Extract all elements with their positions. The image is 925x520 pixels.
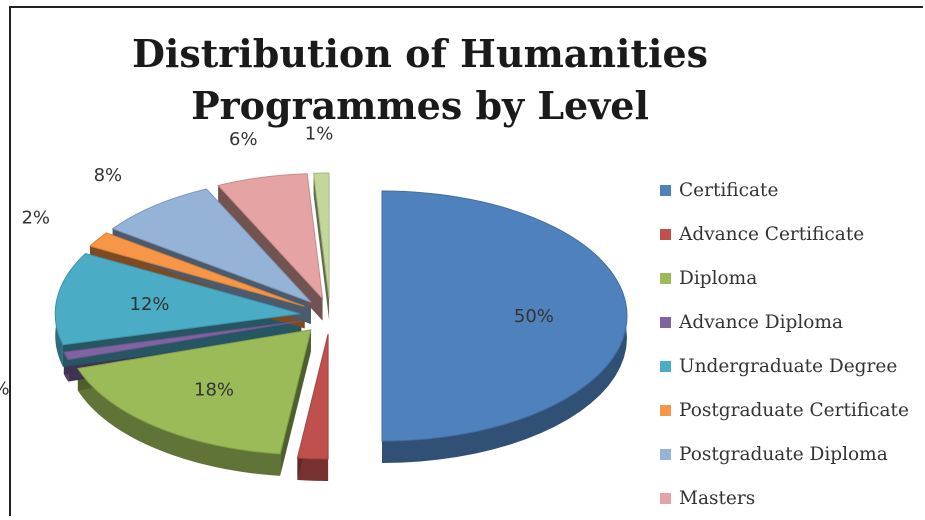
pie-slice-advance-certificate <box>296 333 329 460</box>
chart-title-line-1: Distribution of Humanities <box>131 31 709 76</box>
pie-slice-certificate <box>381 190 628 442</box>
pie-slice-undergraduate-degree <box>54 252 301 346</box>
legend-label: Undergraduate Degree <box>679 355 898 377</box>
chart-title: Distribution of Humanities Programmes by… <box>120 28 720 132</box>
legend-item-diploma: Diploma <box>660 256 925 300</box>
legend-item-advance-certificate: Advance Certificate <box>660 212 925 256</box>
chart-frame <box>9 6 923 516</box>
legend-item-advance-diploma: Advance Diploma <box>660 300 925 344</box>
legend-label: Certificate <box>679 179 779 201</box>
legend-swatch <box>660 184 671 196</box>
legend-swatch <box>660 492 671 504</box>
legend-item-masters: Masters <box>660 476 925 520</box>
pie-slice-advance-diploma <box>63 320 302 361</box>
pie-slice-slice-8 <box>313 172 330 299</box>
legend-item-postgraduate-certificate: Postgraduate Certificate <box>660 388 925 432</box>
chart-title-line-2: Programmes by Level <box>191 83 649 128</box>
legend-label: Postgraduate Certificate <box>679 399 909 421</box>
data-label-masters: 6% <box>229 129 258 150</box>
data-label-advance-certificate: 2% <box>294 508 323 510</box>
pie-slice-postgraduate-certificate <box>88 232 305 307</box>
data-label-diploma: 18% <box>194 380 234 401</box>
legend-label: Diploma <box>679 267 758 289</box>
legend-swatch <box>660 316 671 328</box>
legend-item-postgraduate-diploma: Postgraduate Diploma <box>660 432 925 476</box>
pie-slice-diploma <box>77 329 312 455</box>
pie-slice-postgraduate-diploma <box>111 188 312 303</box>
legend-item-undergraduate-degree: Undergraduate Degree <box>660 344 925 388</box>
legend-swatch <box>660 404 671 416</box>
legend-swatch <box>660 228 671 240</box>
pie-slice-masters <box>217 173 324 301</box>
legend-label: Advance Diploma <box>679 311 844 333</box>
legend-label: Masters <box>679 487 756 509</box>
legend-label: Postgraduate Diploma <box>679 443 888 465</box>
data-label-certificate: 50% <box>514 306 554 327</box>
data-label-postgraduate-diploma: 8% <box>94 165 123 186</box>
legend-swatch <box>660 360 671 372</box>
legend-item-certificate: Certificate <box>660 168 925 212</box>
legend-label: Advance Certificate <box>679 223 865 245</box>
data-label-undergraduate-degree: 12% <box>130 294 170 315</box>
chart-legend: Certificate Advance Certificate Diploma Adv… <box>660 168 925 520</box>
data-label-slice-8: 1% <box>305 124 334 145</box>
legend-swatch <box>660 272 671 284</box>
legend-swatch <box>660 448 671 460</box>
data-label-advance-diploma: 1% <box>0 378 10 399</box>
data-label-postgraduate-certificate: 2% <box>21 207 50 228</box>
